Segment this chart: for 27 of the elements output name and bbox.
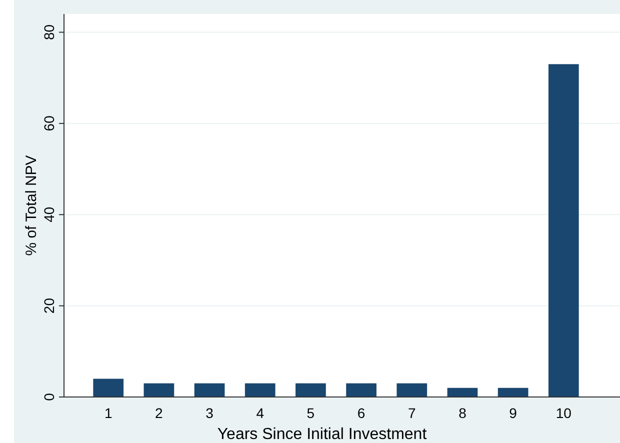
bar bbox=[498, 388, 528, 397]
bar bbox=[548, 64, 579, 397]
bar bbox=[447, 388, 478, 397]
x-tick-label: 4 bbox=[256, 405, 264, 421]
bar bbox=[244, 383, 276, 397]
bar bbox=[396, 383, 428, 397]
x-tick-label: 8 bbox=[458, 405, 467, 421]
x-tick-label: 9 bbox=[509, 405, 518, 421]
y-axis-title: % of Total NPV bbox=[23, 155, 40, 256]
x-tick-label: 7 bbox=[408, 405, 416, 421]
x-tick-label: 5 bbox=[306, 405, 315, 421]
bar bbox=[93, 378, 124, 397]
bar bbox=[346, 383, 376, 397]
y-tick-label: 40 bbox=[41, 206, 57, 222]
bar bbox=[144, 383, 174, 397]
x-axis-title: Years Since Initial Investment bbox=[217, 426, 428, 443]
x-tick-label: 1 bbox=[104, 405, 112, 421]
bar bbox=[194, 383, 225, 397]
x-tick-label: 3 bbox=[206, 405, 214, 421]
bar bbox=[296, 383, 326, 397]
x-tick-label: 2 bbox=[155, 405, 164, 421]
x-tick-label: 6 bbox=[357, 405, 366, 421]
y-tick-label: 80 bbox=[41, 24, 57, 40]
y-tick-label: 60 bbox=[41, 115, 57, 132]
x-tick-label: 10 bbox=[556, 405, 572, 421]
y-tick-label: 20 bbox=[41, 298, 57, 314]
y-tick-label: 0 bbox=[41, 392, 57, 401]
